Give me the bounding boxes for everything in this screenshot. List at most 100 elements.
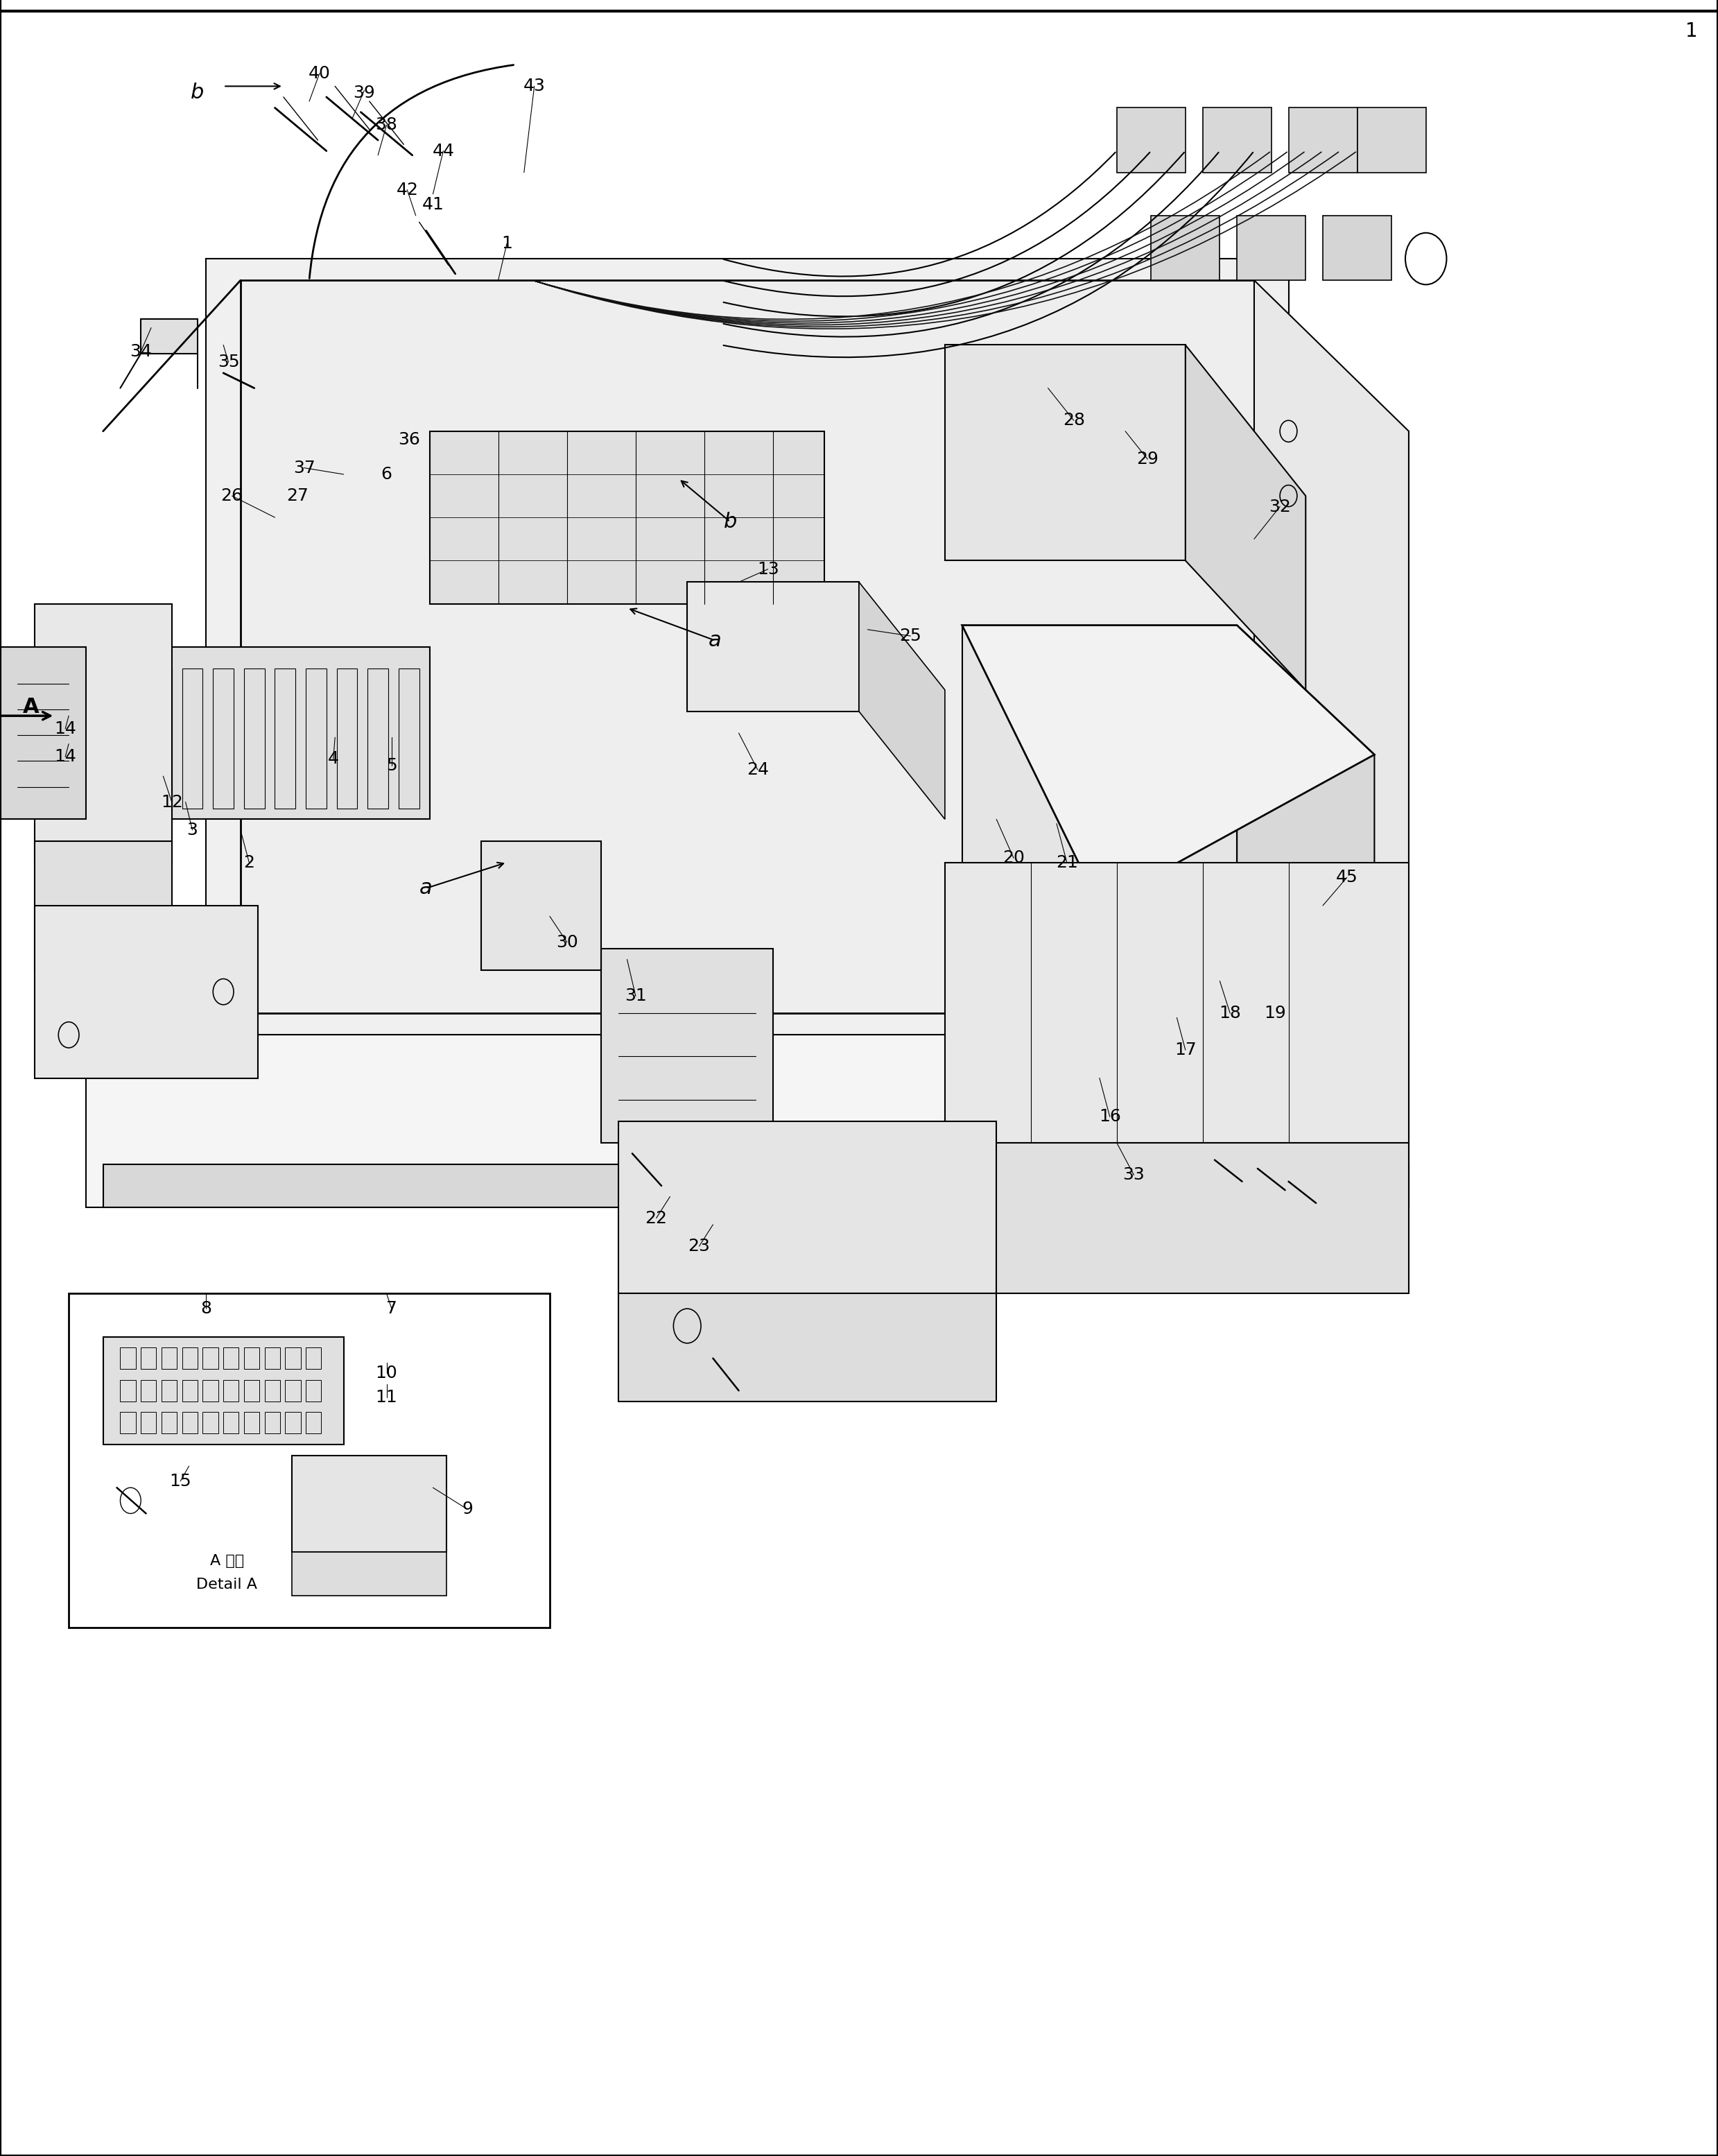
Text: 10: 10	[376, 1365, 397, 1382]
Text: 2: 2	[244, 854, 254, 871]
Polygon shape	[945, 345, 1185, 561]
Text: 32: 32	[1270, 498, 1290, 515]
Text: Detail A: Detail A	[196, 1578, 258, 1591]
Bar	[161, 1348, 177, 1369]
Text: b: b	[191, 82, 204, 103]
Polygon shape	[34, 841, 172, 970]
Polygon shape	[103, 1164, 1409, 1207]
Text: 37: 37	[294, 459, 314, 476]
Bar	[161, 1412, 177, 1434]
Text: 17: 17	[1175, 1041, 1196, 1059]
Text: 28: 28	[1063, 412, 1084, 429]
Text: 14: 14	[55, 748, 76, 765]
Text: 33: 33	[1124, 1166, 1144, 1184]
Polygon shape	[859, 582, 945, 819]
Text: 27: 27	[287, 487, 308, 505]
Bar	[69, 1294, 550, 1628]
Text: a: a	[419, 877, 433, 899]
Text: 8: 8	[201, 1300, 211, 1317]
Text: 38: 38	[376, 116, 397, 134]
Bar	[285, 1380, 301, 1401]
Bar	[244, 1380, 259, 1401]
Text: 1: 1	[1685, 22, 1697, 41]
Text: 34: 34	[131, 343, 151, 360]
Polygon shape	[292, 1455, 447, 1552]
Bar	[285, 1348, 301, 1369]
Text: 40: 40	[309, 65, 330, 82]
Text: 5: 5	[387, 757, 397, 774]
Bar	[244, 668, 265, 808]
Bar	[141, 1380, 156, 1401]
Polygon shape	[141, 319, 198, 354]
Bar	[161, 1380, 177, 1401]
Polygon shape	[601, 949, 773, 1143]
Text: 22: 22	[646, 1210, 667, 1227]
Text: 3: 3	[187, 821, 198, 839]
Text: 42: 42	[397, 181, 417, 198]
Bar	[182, 1412, 198, 1434]
Polygon shape	[86, 1035, 1409, 1207]
Text: 1: 1	[502, 235, 512, 252]
Bar	[306, 1380, 321, 1401]
Text: 30: 30	[557, 934, 577, 951]
Text: 11: 11	[376, 1388, 397, 1406]
Bar	[223, 1412, 239, 1434]
Text: 31: 31	[625, 987, 646, 1005]
Text: 4: 4	[328, 750, 338, 768]
Text: 35: 35	[218, 354, 239, 371]
Bar	[306, 668, 326, 808]
Text: 41: 41	[423, 196, 443, 213]
Polygon shape	[481, 841, 601, 970]
Text: 12: 12	[161, 793, 182, 811]
Bar	[120, 1412, 136, 1434]
Bar	[223, 1348, 239, 1369]
Bar	[223, 1380, 239, 1401]
Polygon shape	[962, 625, 1237, 927]
Bar	[306, 1412, 321, 1434]
Polygon shape	[292, 1552, 447, 1595]
Polygon shape	[0, 647, 86, 819]
Bar	[265, 1380, 280, 1401]
Bar	[203, 1412, 218, 1434]
Text: 9: 9	[462, 1501, 472, 1518]
Text: 19: 19	[1264, 1005, 1285, 1022]
Text: 39: 39	[354, 84, 375, 101]
Text: 18: 18	[1220, 1005, 1240, 1022]
Polygon shape	[945, 862, 1409, 1143]
Text: a: a	[708, 630, 722, 651]
Text: A: A	[22, 696, 40, 718]
Bar	[203, 1380, 218, 1401]
Text: 16: 16	[1100, 1108, 1120, 1125]
Polygon shape	[1203, 108, 1271, 172]
Bar	[306, 1348, 321, 1369]
Polygon shape	[1323, 216, 1392, 280]
Text: 14: 14	[55, 720, 76, 737]
Bar	[399, 668, 419, 808]
Polygon shape	[103, 1337, 344, 1445]
Text: 21: 21	[1057, 854, 1077, 871]
Polygon shape	[206, 259, 1288, 1035]
Bar	[265, 1348, 280, 1369]
Text: 45: 45	[1337, 869, 1357, 886]
Bar	[368, 668, 388, 808]
Bar	[120, 668, 141, 808]
Bar	[182, 668, 203, 808]
Text: b: b	[723, 511, 737, 533]
Polygon shape	[945, 1143, 1409, 1294]
Text: 43: 43	[524, 78, 545, 95]
Text: 29: 29	[1137, 451, 1158, 468]
Bar	[141, 1412, 156, 1434]
Bar	[275, 668, 295, 808]
Polygon shape	[618, 1121, 996, 1294]
Text: A 詳細: A 詳細	[210, 1554, 244, 1567]
Polygon shape	[86, 647, 430, 819]
Bar	[151, 668, 172, 808]
Text: 44: 44	[433, 142, 454, 160]
Bar	[337, 668, 357, 808]
Polygon shape	[34, 906, 258, 1078]
Text: 23: 23	[689, 1238, 710, 1255]
Text: 15: 15	[170, 1473, 191, 1490]
Polygon shape	[1237, 216, 1306, 280]
Bar	[203, 1348, 218, 1369]
Bar	[244, 1348, 259, 1369]
